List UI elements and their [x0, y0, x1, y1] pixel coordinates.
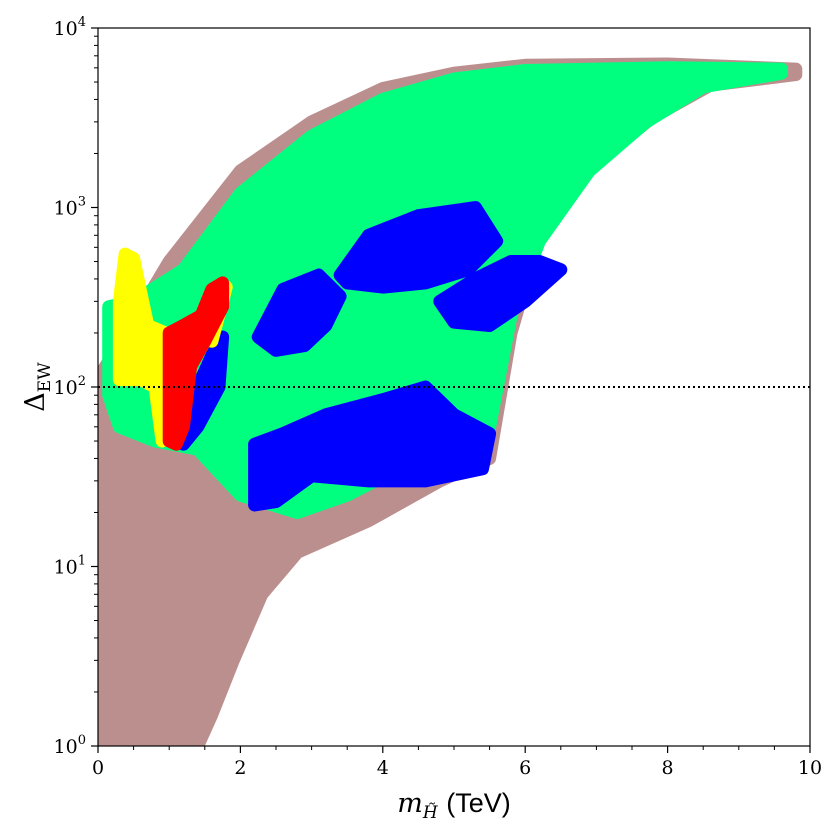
y-axis-label-sub: EW: [35, 362, 55, 392]
x-axis-label-unit: (TeV): [446, 788, 511, 818]
x-axis-label-main: m: [397, 788, 423, 819]
series-2-region-2: [333, 201, 504, 294]
x-axis-label-sub: H̃: [422, 803, 439, 823]
y-tick-label: 101: [54, 554, 86, 579]
y-tick-label: 102: [54, 374, 86, 399]
y-axis-label-main: Δ: [20, 392, 51, 412]
y-tick-label: 100: [54, 733, 86, 758]
y-tick-label: 104: [54, 15, 86, 40]
y-tick-label: 103: [54, 195, 86, 220]
y-axis: 100 101 102 103 104: [54, 15, 98, 758]
series-2-region-0: [248, 380, 497, 512]
x-tick-label: 6: [519, 757, 531, 779]
series-2-region-3: [433, 255, 568, 332]
series-2-region-1: [251, 268, 347, 357]
series-4: [162, 276, 230, 451]
series-4-region-0: [162, 276, 230, 451]
series-layer: [98, 57, 803, 746]
x-axis-label: mH̃ (TeV): [397, 788, 511, 823]
x-tick-label: 4: [377, 757, 389, 779]
x-axis: 0 2 4 6 8 10: [92, 746, 822, 779]
x-tick-label: 2: [234, 757, 246, 779]
x-tick-label: 10: [798, 757, 822, 779]
y-axis-label: ΔEW: [20, 362, 55, 412]
x-tick-label: 8: [662, 757, 674, 779]
x-tick-label: 0: [92, 757, 104, 779]
